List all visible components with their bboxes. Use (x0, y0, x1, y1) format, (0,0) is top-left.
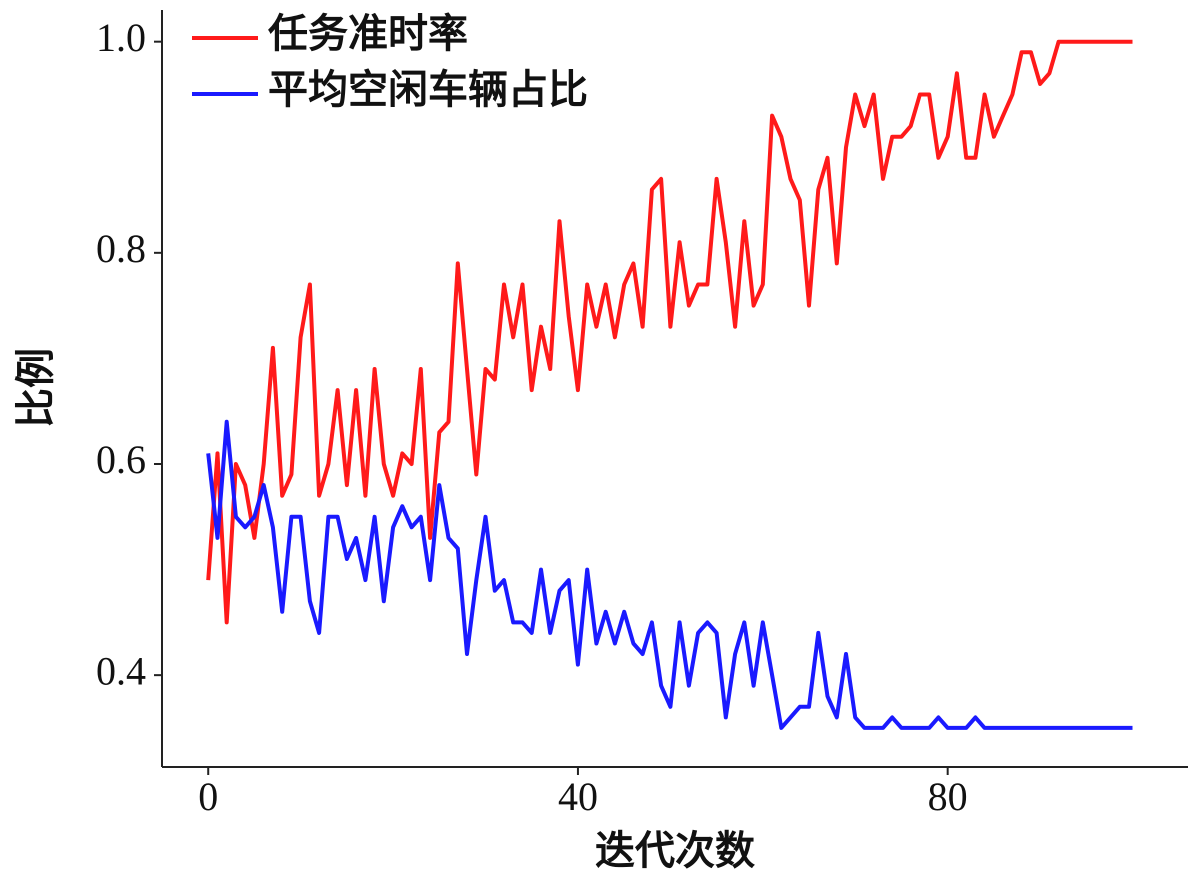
x-tick-label: 40 (558, 774, 598, 819)
legend-label: 平均空闲车辆占比 (268, 67, 588, 112)
legend-label: 任务准时率 (268, 11, 468, 56)
data-line (206, 419, 1133, 730)
y-tick-label: 1.0 (96, 15, 146, 60)
x-axis-label: 迭代次数 (595, 828, 755, 873)
y-tick-label: 0.8 (96, 226, 146, 271)
y-tick-label: 0.6 (96, 437, 146, 482)
x-tick-label: 80 (928, 774, 968, 819)
data-line (206, 39, 1133, 625)
y-axis-label: 比例 (13, 348, 58, 428)
y-tick-label: 0.4 (96, 648, 146, 693)
x-tick-label: 0 (198, 774, 218, 819)
